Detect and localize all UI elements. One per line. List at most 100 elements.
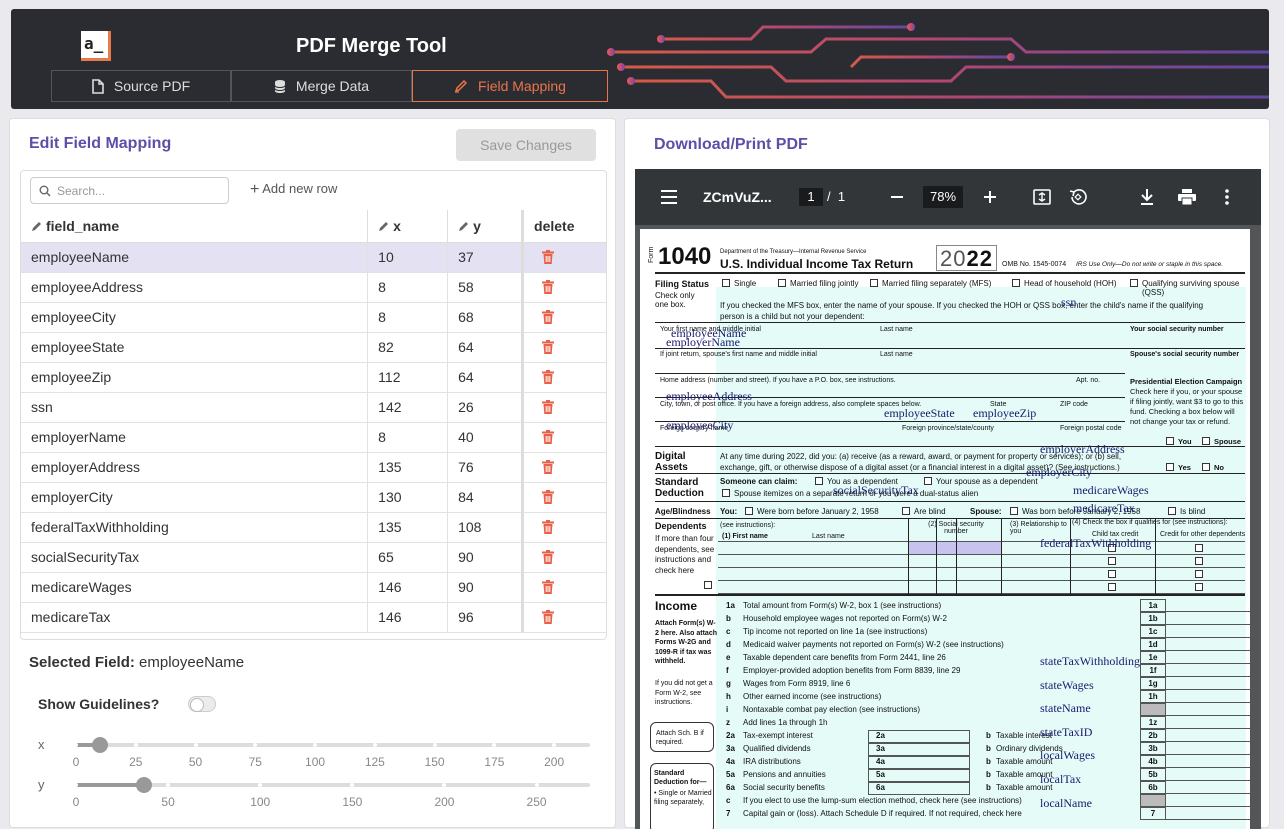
trash-icon[interactable]: [542, 280, 555, 294]
cell-field-name[interactable]: medicareWages: [21, 572, 369, 603]
zoom-out-icon[interactable]: [891, 196, 903, 198]
slider-tick: [432, 743, 437, 747]
fit-page-icon[interactable]: [1033, 189, 1051, 205]
dep-rel: (3) Relationship to you: [1010, 521, 1067, 535]
cell-x[interactable]: 82: [367, 332, 449, 363]
cell-y[interactable]: 90: [447, 572, 524, 603]
cell-field-name[interactable]: federalTaxWithholding: [21, 512, 369, 543]
cell-x[interactable]: 8: [367, 272, 449, 303]
trash-icon[interactable]: [542, 520, 555, 534]
line-text: Tip income not reported on line 1a (see …: [743, 627, 928, 636]
cell-x[interactable]: 65: [367, 542, 449, 573]
cell-y[interactable]: 26: [447, 392, 524, 423]
cell-y[interactable]: 58: [447, 272, 524, 303]
column-header-label: x: [393, 217, 401, 234]
guidelines-toggle[interactable]: [188, 696, 216, 712]
trash-icon[interactable]: [542, 400, 555, 414]
trash-icon[interactable]: [542, 250, 555, 264]
column-header-x[interactable]: x: [367, 210, 449, 243]
table-row[interactable]: medicareWages 146 90: [21, 572, 606, 603]
filing-status-option: Qualifying surviving spouse (QSS): [1142, 279, 1240, 297]
trash-icon[interactable]: [542, 370, 555, 384]
cell-x[interactable]: 10: [367, 242, 449, 273]
cell-y[interactable]: 84: [447, 482, 524, 513]
download-icon[interactable]: [1140, 189, 1154, 205]
dependent-checkbox: [1195, 544, 1203, 552]
more-options-icon[interactable]: [1225, 189, 1229, 205]
table-row[interactable]: employeeCity 8 68: [21, 302, 606, 333]
cell-y[interactable]: 64: [447, 362, 524, 393]
cell-x[interactable]: 135: [367, 512, 449, 543]
trash-icon[interactable]: [542, 610, 555, 624]
table-row[interactable]: employerAddress 135 76: [21, 452, 606, 483]
print-icon[interactable]: [1178, 189, 1196, 205]
table-row[interactable]: employeeName 10 37: [21, 242, 606, 273]
cell-field-name[interactable]: employeeAddress: [21, 272, 369, 303]
table-row[interactable]: medicareTax 146 96: [21, 602, 606, 633]
cell-field-name[interactable]: employeeState: [21, 332, 369, 363]
tab-field-mapping[interactable]: Field Mapping: [412, 70, 608, 102]
trash-icon[interactable]: [542, 340, 555, 354]
cell-field-name[interactable]: socialSecurityTax: [21, 542, 369, 573]
cell-x[interactable]: 130: [367, 482, 449, 513]
cell-field-name[interactable]: ssn: [21, 392, 369, 423]
cell-y[interactable]: 37: [447, 242, 524, 273]
table-row[interactable]: socialSecurityTax 65 90: [21, 542, 606, 573]
cell-x[interactable]: 146: [367, 602, 449, 633]
rotate-icon[interactable]: [1069, 188, 1087, 206]
cell-x[interactable]: 146: [367, 572, 449, 603]
cell-field-name[interactable]: medicareTax: [21, 602, 369, 633]
trash-icon[interactable]: [542, 550, 555, 564]
cell-field-name[interactable]: employeeZip: [21, 362, 369, 393]
save-changes-button[interactable]: Save Changes: [456, 129, 596, 161]
menu-icon[interactable]: [661, 190, 677, 204]
trash-icon[interactable]: [542, 430, 555, 444]
column-header-y[interactable]: y: [447, 210, 524, 243]
trash-icon[interactable]: [542, 310, 555, 324]
zoom-in-icon[interactable]: [984, 191, 996, 203]
tab-merge-data[interactable]: Merge Data: [231, 70, 412, 102]
table-row[interactable]: employerName 8 40: [21, 422, 606, 453]
slider-x[interactable]: [74, 737, 590, 753]
cell-x[interactable]: 142: [367, 392, 449, 423]
cell-x[interactable]: 112: [367, 362, 449, 393]
dependent-checkbox: [1108, 544, 1116, 552]
table-row[interactable]: federalTaxWithholding 135 108: [21, 512, 606, 543]
zoom-level[interactable]: 78%: [923, 186, 963, 208]
table-row[interactable]: employeeZip 112 64: [21, 362, 606, 393]
table-row[interactable]: employerCity 130 84: [21, 482, 606, 513]
cell-y[interactable]: 96: [447, 602, 524, 633]
cell-x[interactable]: 135: [367, 452, 449, 483]
search-input[interactable]: Search...: [30, 177, 229, 204]
age-you: You:: [720, 507, 738, 516]
column-header-field-name[interactable]: field_name: [21, 210, 369, 243]
slider-x-thumb[interactable]: [91, 737, 108, 753]
cell-field-name[interactable]: employerAddress: [21, 452, 369, 483]
cell-y[interactable]: 76: [447, 452, 524, 483]
cell-y[interactable]: 64: [447, 332, 524, 363]
trash-icon[interactable]: [542, 490, 555, 504]
cell-y[interactable]: 68: [447, 302, 524, 333]
slider-y[interactable]: [74, 777, 590, 793]
cell-y[interactable]: 90: [447, 542, 524, 573]
cell-delete: [521, 542, 606, 573]
page-number-input[interactable]: 1: [799, 188, 823, 206]
cell-y[interactable]: 108: [447, 512, 524, 543]
cell-x[interactable]: 8: [367, 422, 449, 453]
table-row[interactable]: ssn 142 26: [21, 392, 606, 423]
tab-source-pdf[interactable]: Source PDF: [51, 70, 231, 102]
cell-field-name[interactable]: employerName: [21, 422, 369, 453]
table-row[interactable]: employeeState 82 64: [21, 332, 606, 363]
cell-field-name[interactable]: employeeCity: [21, 302, 369, 333]
slider-y-thumb[interactable]: [136, 777, 153, 793]
table-row[interactable]: employeeAddress 8 58: [21, 272, 606, 303]
trash-icon[interactable]: [542, 580, 555, 594]
cell-y[interactable]: 40: [447, 422, 524, 453]
add-row-button[interactable]: + Add new row: [250, 181, 337, 199]
cell-field-name[interactable]: employerCity: [21, 482, 369, 513]
last-name-label: Last name: [880, 326, 913, 333]
cell-x[interactable]: 8: [367, 302, 449, 333]
cell-field-name[interactable]: employeeName: [21, 242, 369, 273]
dependent-checkbox: [1108, 583, 1116, 591]
trash-icon[interactable]: [542, 460, 555, 474]
